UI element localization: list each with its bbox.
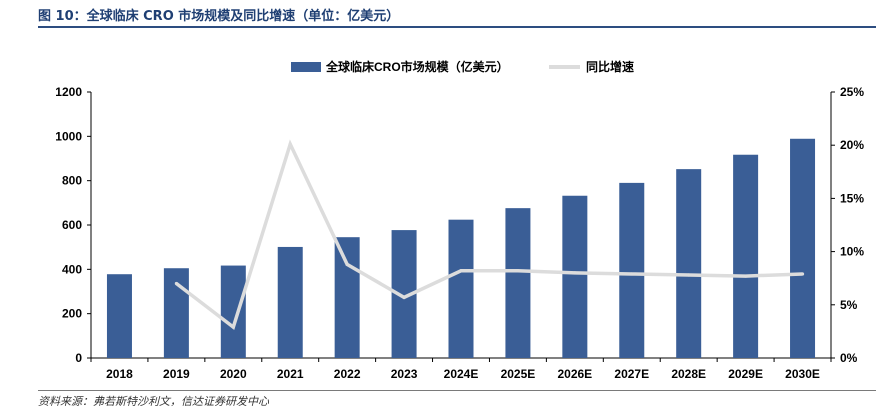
right-tick-label: 10% — [840, 245, 864, 259]
chart: 全球临床CRO市场规模（亿美元） 同比增速 0 200 400 600 800 1000 12… — [55, 59, 864, 381]
x-tick-label: 2028E — [671, 367, 706, 381]
legend: 全球临床CRO市场规模（亿美元） 同比增速 — [291, 59, 634, 74]
bar — [619, 182, 645, 358]
bar — [106, 274, 132, 358]
right-tick-label: 20% — [840, 138, 864, 152]
source-note: 资料来源：弗若斯特沙利文，信达证券研发中心 — [38, 395, 269, 408]
x-tick-label: 2024E — [444, 367, 479, 381]
bar-series — [106, 138, 816, 358]
growth-point — [402, 295, 406, 299]
bar — [448, 219, 474, 358]
bar — [163, 268, 189, 358]
right-tick-label: 15% — [840, 191, 864, 205]
bar — [505, 208, 531, 358]
left-tick-label: 400 — [62, 262, 82, 276]
x-tick-label: 2027E — [614, 367, 649, 381]
bar — [220, 265, 246, 358]
left-tick-label: 200 — [62, 307, 82, 321]
bar — [676, 169, 702, 358]
right-tick-label: 5% — [840, 298, 858, 312]
growth-point — [516, 269, 520, 273]
x-tick-label: 2025E — [501, 367, 536, 381]
left-tick-label: 0 — [75, 351, 82, 365]
left-tick-label: 1200 — [55, 85, 82, 99]
x-tick-label: 2022 — [334, 367, 361, 381]
bar — [562, 195, 588, 358]
legend-label-line: 同比增速 — [586, 59, 634, 74]
x-tick-label: 2020 — [220, 367, 247, 381]
growth-line — [175, 139, 803, 331]
source-divider — [38, 390, 876, 391]
legend-label-bar: 全球临床CRO市场规模（亿美元） — [325, 59, 509, 74]
growth-line-series — [174, 139, 805, 331]
left-tick-label: 800 — [62, 174, 82, 188]
growth-point — [687, 273, 691, 277]
x-tick-label: 2023 — [391, 367, 418, 381]
growth-point — [573, 271, 577, 275]
right-tick-label: 25% — [840, 85, 864, 99]
growth-point — [174, 281, 178, 286]
x-tick-label: 2029E — [728, 367, 763, 381]
bar — [334, 237, 360, 358]
left-tick-label: 1000 — [55, 129, 82, 143]
growth-point — [345, 262, 349, 266]
x-tick-label: 2019 — [163, 367, 190, 381]
bar — [733, 154, 759, 358]
growth-point — [630, 272, 634, 276]
bar — [277, 246, 303, 358]
title-divider — [38, 26, 876, 28]
figure-title: 图 10：全球临床 CRO 市场规模及同比增速（单位：亿美元） — [38, 9, 400, 24]
left-tick-label: 600 — [62, 218, 82, 232]
growth-point — [459, 269, 463, 273]
right-tick-label: 0% — [840, 351, 858, 365]
growth-point — [288, 142, 292, 146]
growth-point — [231, 325, 235, 329]
legend-swatch-bar — [291, 62, 321, 72]
x-tick-label: 2030E — [785, 367, 820, 381]
x-tick-label: 2018 — [106, 367, 133, 381]
x-tick-label: 2021 — [277, 367, 304, 381]
bar — [790, 138, 816, 358]
x-axis-ticks: 2018 2019 2020 2021 2022 2023 2024E 2025E 2026E 2… — [106, 367, 820, 381]
growth-point — [800, 272, 805, 276]
growth-point — [744, 274, 748, 278]
x-tick-label: 2026E — [557, 367, 592, 381]
